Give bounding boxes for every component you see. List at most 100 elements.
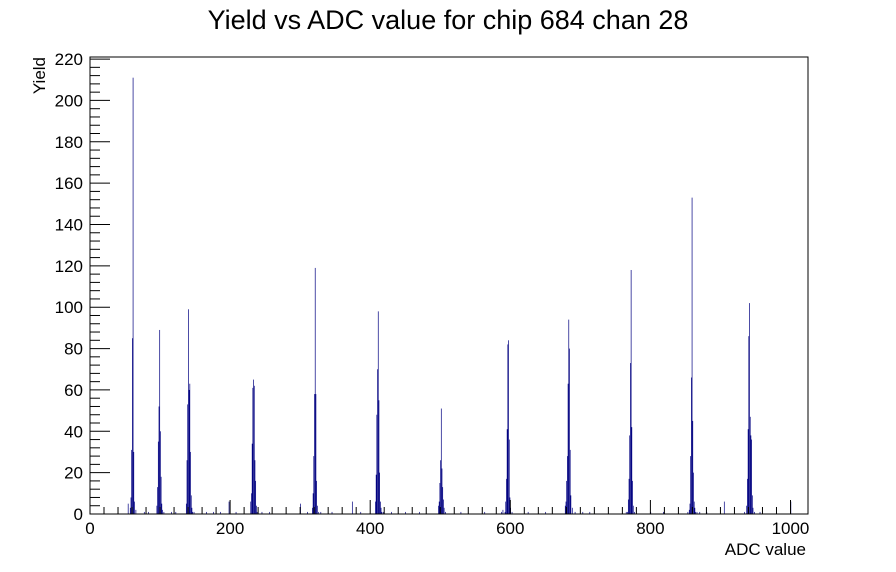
histogram-bin bbox=[419, 511, 420, 514]
histogram-bin bbox=[252, 387, 254, 514]
histogram-bin bbox=[627, 511, 628, 514]
histogram-bin bbox=[312, 493, 314, 514]
histogram-bin bbox=[689, 503, 691, 514]
histogram-bin bbox=[135, 509, 137, 514]
histogram-bin bbox=[316, 505, 318, 514]
y-tick-label: 200 bbox=[55, 91, 83, 110]
histogram-bin bbox=[694, 507, 696, 514]
histogram-bin bbox=[134, 501, 135, 514]
histogram-bin bbox=[318, 511, 320, 514]
histogram-bin bbox=[127, 503, 129, 514]
histogram-bin bbox=[129, 507, 131, 514]
histogram-bin bbox=[159, 329, 161, 514]
x-axis: 0 200 400 600 800 1000 bbox=[85, 500, 809, 538]
histogram-bin bbox=[313, 456, 315, 514]
histogram-bin bbox=[375, 501, 376, 514]
histogram-bin bbox=[440, 460, 441, 514]
histogram-bin bbox=[187, 404, 189, 514]
histogram-bin bbox=[625, 511, 627, 514]
histogram-bin bbox=[379, 472, 380, 514]
histogram-bin bbox=[571, 507, 573, 514]
histogram-bin bbox=[759, 511, 761, 514]
x-tick-label: 1000 bbox=[772, 519, 810, 538]
histogram-bin bbox=[504, 511, 506, 514]
histogram-bin bbox=[256, 505, 257, 514]
histogram-bin bbox=[251, 493, 252, 514]
y-tick-label: 180 bbox=[55, 133, 83, 152]
histogram-bin bbox=[754, 511, 755, 514]
histogram-bin bbox=[157, 487, 158, 514]
histogram-bin bbox=[750, 435, 752, 514]
histogram-bin bbox=[314, 394, 315, 514]
y-tick-label: 60 bbox=[64, 381, 83, 400]
histogram-bin bbox=[441, 468, 443, 514]
histogram-bin bbox=[220, 511, 221, 514]
histogram-bin bbox=[460, 511, 462, 514]
histogram-bin bbox=[213, 511, 214, 514]
histogram-bin bbox=[690, 456, 692, 514]
histogram-bin bbox=[193, 511, 195, 514]
histogram-bin bbox=[691, 377, 692, 514]
histogram-bin bbox=[627, 499, 629, 514]
histogram-bin bbox=[747, 429, 749, 514]
y-tick-label: 220 bbox=[55, 50, 83, 69]
histogram-bin bbox=[132, 338, 133, 514]
histogram-bin bbox=[632, 480, 633, 514]
histogram-bin bbox=[161, 503, 163, 514]
histogram-bin bbox=[377, 369, 378, 514]
histogram-bin bbox=[377, 311, 379, 514]
histogram-bin bbox=[307, 511, 308, 514]
y-axis: 0 20 40 60 80 100 120 140 160 180 200 220 bbox=[55, 50, 110, 524]
histogram-bin bbox=[566, 480, 568, 514]
histogram-bin bbox=[570, 495, 572, 514]
histogram-bin bbox=[381, 511, 383, 514]
histogram-bin bbox=[235, 511, 237, 514]
x-tick-label: 400 bbox=[356, 519, 384, 538]
histogram-bin bbox=[130, 497, 132, 514]
histogram-bin bbox=[687, 511, 689, 514]
histogram-bin bbox=[511, 511, 513, 514]
histogram-bin bbox=[688, 509, 690, 514]
histogram-bin bbox=[748, 336, 750, 514]
y-tick-label: 100 bbox=[55, 298, 83, 317]
histogram-bin bbox=[185, 503, 187, 514]
histogram-bin bbox=[691, 197, 693, 514]
histogram-bin bbox=[631, 427, 633, 514]
histogram-bin bbox=[312, 507, 313, 514]
histogram-bin bbox=[628, 478, 630, 514]
histogram-bin bbox=[315, 394, 317, 514]
histogram-bin bbox=[632, 505, 634, 514]
histogram-bin bbox=[630, 269, 632, 514]
x-tick-label: 200 bbox=[216, 519, 244, 538]
histogram-bars bbox=[127, 77, 792, 515]
histogram-bin bbox=[439, 482, 441, 514]
histogram-bin bbox=[375, 474, 377, 514]
histogram-bin bbox=[545, 511, 547, 514]
histogram-bin bbox=[351, 501, 353, 514]
histogram-bin bbox=[723, 501, 725, 514]
histogram-bin bbox=[158, 406, 160, 514]
histogram-bin bbox=[250, 501, 252, 514]
x-axis-title: ADC value bbox=[725, 540, 806, 559]
histogram-bin bbox=[162, 509, 163, 514]
histogram-bin bbox=[256, 511, 258, 514]
histogram-bin bbox=[663, 511, 664, 514]
y-tick-label: 120 bbox=[55, 257, 83, 276]
chart-title: Yield vs ADC value for chip 684 chan 28 bbox=[208, 5, 689, 35]
histogram-bin bbox=[501, 511, 502, 514]
x-tick-label: 0 bbox=[85, 519, 94, 538]
histogram-bin bbox=[132, 77, 134, 515]
histogram-bin bbox=[438, 501, 440, 514]
plot-frame bbox=[89, 56, 809, 515]
histogram-bin bbox=[380, 507, 382, 514]
histogram-bin bbox=[630, 363, 631, 514]
histogram-bin bbox=[443, 499, 444, 514]
histogram-bin bbox=[269, 511, 271, 514]
histogram-bin bbox=[382, 511, 384, 514]
histogram-bin bbox=[133, 451, 135, 514]
histogram-bin bbox=[744, 511, 745, 514]
histogram-bin bbox=[251, 443, 253, 514]
histogram-bin bbox=[589, 511, 591, 514]
histogram-bin bbox=[693, 472, 694, 514]
histogram-bin bbox=[160, 476, 162, 514]
